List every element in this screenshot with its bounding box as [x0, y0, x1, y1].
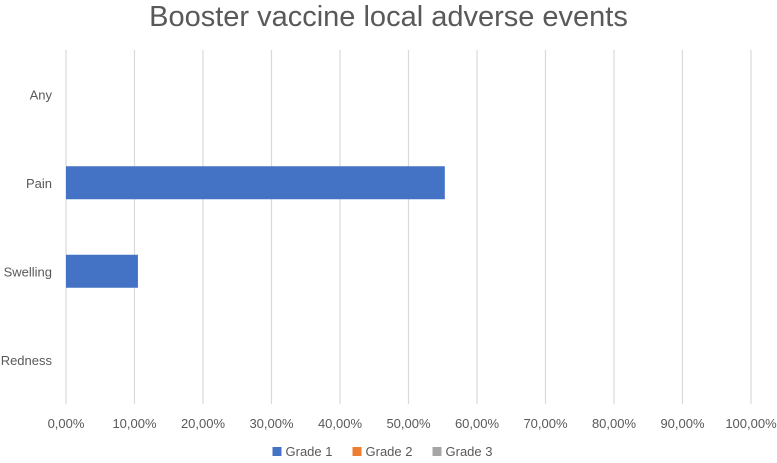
y-category-label: Pain: [26, 176, 52, 191]
bar: [66, 254, 138, 288]
x-tick-label: 80,00%: [592, 416, 637, 431]
x-tick-label: 30,00%: [249, 416, 294, 431]
x-tick-label: 0,00%: [48, 416, 85, 431]
chart-title: Booster vaccine local adverse events: [149, 1, 628, 33]
legend-label: Grade 1: [286, 444, 333, 459]
legend-label: Grade 2: [366, 444, 413, 459]
y-category-label: Swelling: [4, 264, 52, 279]
x-tick-label: 40,00%: [318, 416, 363, 431]
bar: [66, 166, 445, 200]
x-tick-label: 50,00%: [386, 416, 431, 431]
y-category-label: Any: [30, 87, 53, 102]
y-category-label: Redness: [1, 353, 53, 368]
x-tick-label: 100,00%: [725, 416, 777, 431]
legend-label: Grade 3: [446, 444, 493, 459]
x-tick-label: 70,00%: [523, 416, 568, 431]
x-tick-label: 10,00%: [112, 416, 157, 431]
legend-swatch: [432, 447, 442, 456]
x-tick-label: 90,00%: [660, 416, 705, 431]
legend-swatch: [352, 447, 362, 456]
x-tick-label: 60,00%: [455, 416, 500, 431]
x-tick-label: 20,00%: [181, 416, 226, 431]
legend-swatch: [272, 447, 282, 456]
